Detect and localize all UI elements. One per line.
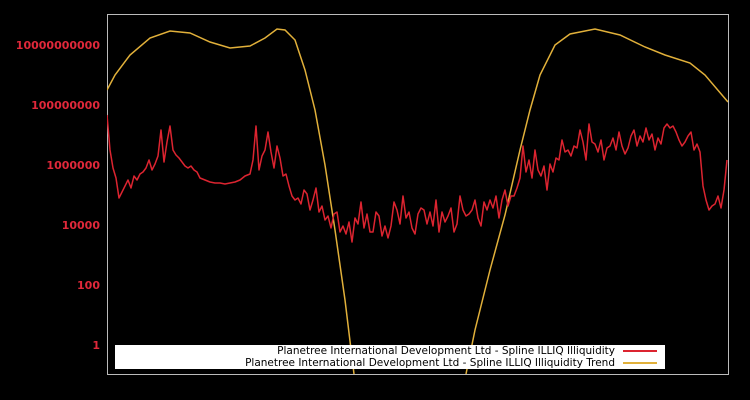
y-tick-label: 1000000	[46, 159, 100, 172]
y-tick-label: 100	[77, 279, 100, 292]
plot-frame	[107, 14, 729, 375]
illiquidity-line	[107, 114, 728, 243]
y-tick-label: 10000000000	[15, 39, 100, 52]
legend-swatch-gold	[623, 362, 657, 364]
y-tick-label: 100000000	[31, 99, 100, 112]
legend: Planetree International Development Ltd …	[115, 345, 665, 369]
legend-swatch-red	[623, 350, 657, 352]
trend-line-right	[465, 28, 728, 374]
legend-item-trend: Planetree International Development Ltd …	[245, 357, 665, 369]
legend-label: Planetree International Development Ltd …	[245, 357, 615, 369]
legend-label: Planetree International Development Ltd …	[277, 345, 615, 357]
legend-item-illiquidity: Planetree International Development Ltd …	[277, 345, 665, 357]
y-tick-label: 10000	[61, 219, 100, 232]
y-tick-label: 1	[92, 339, 100, 352]
trend-line	[107, 28, 355, 374]
